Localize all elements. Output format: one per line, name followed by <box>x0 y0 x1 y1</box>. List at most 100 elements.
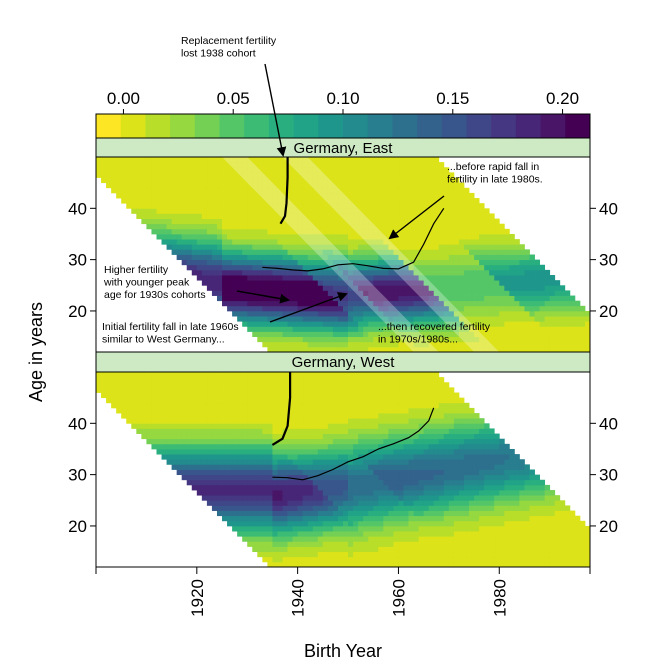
heatmap-cell <box>519 346 525 353</box>
heatmap-cell <box>287 500 293 506</box>
heatmap-cell <box>363 561 369 568</box>
heatmap-cell <box>222 459 228 465</box>
heatmap-cell <box>161 223 167 230</box>
heatmap-cell <box>247 490 253 496</box>
heatmap-cell <box>227 377 233 383</box>
heatmap-cell <box>474 525 480 532</box>
heatmap-cell <box>141 402 147 409</box>
heatmap-cell <box>469 561 475 568</box>
heatmap-cell <box>388 372 394 378</box>
heatmap-cell <box>146 438 152 445</box>
heatmap-cell <box>211 397 218 404</box>
heatmap-cell <box>317 259 324 266</box>
colorbar-swatch <box>120 114 146 138</box>
heatmap-cell <box>317 551 324 558</box>
heatmap-cell <box>317 233 324 240</box>
heatmap-cell <box>257 443 263 450</box>
heatmap-cell <box>448 561 455 568</box>
heatmap-cell <box>312 228 319 235</box>
heatmap-cell <box>222 228 228 235</box>
heatmap-cell <box>418 459 425 465</box>
heatmap-cell <box>116 187 122 194</box>
heatmap-cell <box>544 336 551 343</box>
heatmap-cell <box>343 239 349 245</box>
heatmap-cell <box>196 428 203 434</box>
heatmap-cell <box>181 187 188 194</box>
heatmap-cell <box>312 382 319 388</box>
heatmap-cell <box>337 192 344 199</box>
heatmap-cell <box>428 490 435 496</box>
heatmap-cell <box>448 443 455 450</box>
heatmap-cell <box>539 285 546 291</box>
heatmap-cell <box>216 500 223 506</box>
heatmap-cell <box>413 177 420 184</box>
heatmap-cell <box>448 321 455 327</box>
heatmap-cell <box>287 536 293 542</box>
heatmap-cell <box>171 382 178 388</box>
heatmap-cell <box>131 182 137 189</box>
heatmap-cell <box>237 259 243 266</box>
heatmap-cell <box>297 387 304 393</box>
heatmap-cell <box>216 223 223 230</box>
heatmap-cell <box>348 536 354 542</box>
heatmap-cell <box>292 331 299 338</box>
heatmap-cell <box>322 269 329 276</box>
heatmap-cell <box>453 525 460 532</box>
heatmap-cell <box>413 428 420 434</box>
heatmap-cell <box>302 438 309 445</box>
heatmap-cell <box>146 428 152 434</box>
heatmap-cell <box>358 474 364 481</box>
heatmap-cell <box>433 500 440 506</box>
heatmap-cell <box>433 392 440 399</box>
heatmap-cell <box>458 233 465 240</box>
heatmap-cell <box>337 454 344 460</box>
heatmap-cell <box>403 448 409 455</box>
heatmap-cell <box>171 448 178 455</box>
heatmap-cell <box>237 484 243 491</box>
heatmap-cell <box>267 316 273 322</box>
heatmap-cell <box>171 182 178 189</box>
heatmap-cell <box>348 541 354 547</box>
heatmap-cell <box>343 249 349 255</box>
heatmap-cell <box>388 443 394 450</box>
heatmap-cell <box>216 280 223 286</box>
heatmap-cell <box>262 198 268 204</box>
heatmap-cell <box>232 203 238 209</box>
heatmap-cell <box>297 531 304 537</box>
heatmap-cell <box>287 490 293 496</box>
heatmap-cell <box>312 331 319 338</box>
heatmap-cell <box>176 192 183 199</box>
heatmap-cell <box>252 167 258 173</box>
heatmap-cell <box>272 418 278 424</box>
heatmap-cell <box>232 295 238 302</box>
heatmap-cell <box>111 402 117 409</box>
heatmap-cell <box>383 397 389 404</box>
heatmap-cell <box>393 479 399 486</box>
heatmap-cell <box>408 228 414 235</box>
heatmap-cell <box>504 239 510 245</box>
heatmap-cell <box>388 546 394 553</box>
heatmap-cell <box>287 203 293 209</box>
heatmap-cell <box>438 423 445 429</box>
heatmap-cell <box>206 382 213 388</box>
heatmap-cell <box>297 423 304 429</box>
heatmap-cell <box>111 387 117 393</box>
heatmap-cell <box>348 515 354 522</box>
heatmap-cell <box>453 392 460 399</box>
heatmap-cell <box>549 310 556 317</box>
heatmap-cell <box>378 187 384 194</box>
heatmap-cell <box>448 397 455 404</box>
heatmap-cell <box>438 377 445 383</box>
heatmap-cell <box>287 269 293 276</box>
heatmap-cell <box>383 438 389 445</box>
heatmap-cell <box>106 177 112 184</box>
heatmap-cell <box>156 187 162 194</box>
heatmap-cell <box>363 316 369 322</box>
heatmap-cell <box>307 531 314 537</box>
heatmap-cell <box>418 203 425 209</box>
heatmap-cell <box>297 484 304 491</box>
heatmap-cell <box>252 305 258 312</box>
heatmap-cell <box>534 300 540 307</box>
heatmap-cell <box>151 397 157 404</box>
heatmap-cell <box>453 280 460 286</box>
